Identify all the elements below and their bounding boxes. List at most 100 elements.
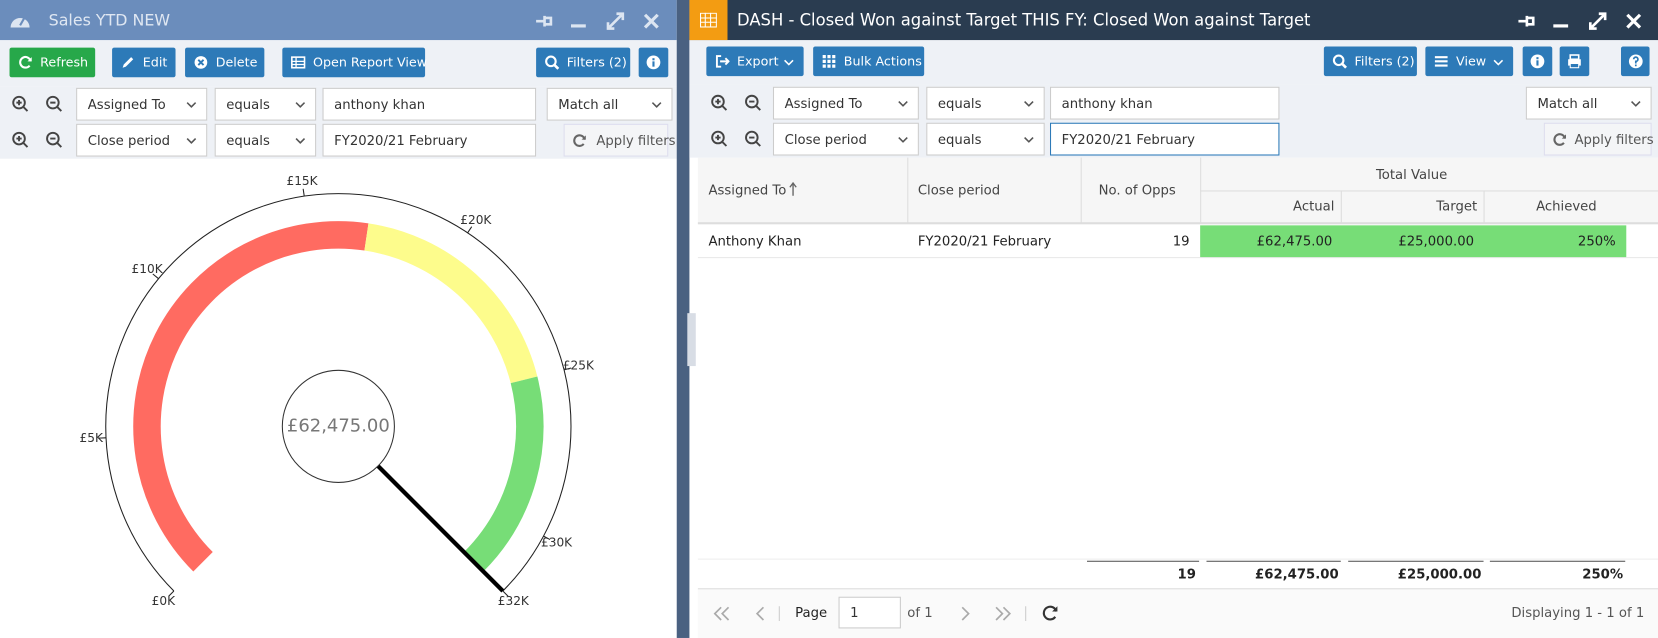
- total-line: [1087, 560, 1200, 562]
- value-input[interactable]: FY2020/21 February: [1049, 122, 1280, 156]
- total-line: [1489, 560, 1626, 562]
- select-text: Assigned To: [87, 96, 166, 113]
- window-controls[interactable]: [534, 12, 661, 31]
- select-text: equals: [226, 132, 270, 149]
- select-text: Assigned To: [784, 95, 863, 112]
- zoom-icons[interactable]: [711, 94, 764, 149]
- filters-button[interactable]: Filters (2): [536, 47, 631, 78]
- select-text: Match all: [558, 96, 619, 113]
- column-header[interactable]: Close period: [917, 181, 1001, 198]
- icon-part: [755, 606, 765, 621]
- tick-label: £20K: [460, 213, 492, 227]
- field-select[interactable]: Close period: [76, 123, 208, 157]
- icon-part: [16, 99, 29, 112]
- icon-part: [995, 606, 1012, 621]
- operator-select[interactable]: equals: [214, 87, 317, 121]
- pager-icons[interactable]: [713, 604, 1062, 623]
- info-button[interactable]: [638, 47, 669, 78]
- icon-part: [1569, 54, 1580, 61]
- icon-part: [197, 59, 205, 66]
- icon-part: [745, 94, 759, 109]
- total: 250%: [1582, 566, 1624, 582]
- right-title: DASH - Closed Won against Target THIS FY…: [737, 10, 1311, 30]
- operator-select[interactable]: equals: [214, 123, 317, 157]
- info-button[interactable]: [1522, 46, 1553, 77]
- icon-part: [699, 12, 717, 28]
- icon-part: [19, 55, 32, 69]
- value-input[interactable]: anthony khan: [1049, 86, 1280, 120]
- page-label: Page: [795, 604, 828, 620]
- icon-part: [1518, 15, 1535, 27]
- icon-part: [19, 17, 26, 26]
- match-select[interactable]: Match all: [1525, 86, 1652, 120]
- icon-part: [573, 134, 586, 147]
- cell: FY2020/21 February: [917, 232, 1052, 249]
- icon-part: [295, 102, 306, 108]
- column-header[interactable]: Target: [1436, 197, 1478, 214]
- filters-button[interactable]: Filters (2): [1323, 46, 1417, 77]
- column-header[interactable]: No. of Opps: [1098, 181, 1176, 198]
- splitter-handle[interactable]: [687, 313, 696, 367]
- icon-part: [1628, 54, 1643, 69]
- icon-part: [715, 55, 730, 68]
- right-title-bar: DASH - Closed Won against Target THIS FY…: [689, 0, 1658, 41]
- window-controls[interactable]: [1516, 12, 1643, 31]
- column-header[interactable]: Actual: [1293, 197, 1335, 214]
- icon-part: [1553, 133, 1566, 146]
- match-select[interactable]: Match all: [546, 87, 673, 121]
- tick-mark: [502, 590, 509, 597]
- icon-part: [1536, 60, 1539, 66]
- icon-part: [778, 606, 1027, 622]
- column-header[interactable]: Assigned To: [708, 181, 787, 198]
- open-report-view-button[interactable]: Open Report View: [282, 47, 427, 78]
- button-label: View: [1456, 53, 1487, 69]
- zoom-icons[interactable]: [12, 95, 65, 150]
- delete-button[interactable]: Delete: [185, 47, 265, 78]
- select-text: equals: [226, 96, 270, 113]
- needle-at-limit: [376, 464, 505, 593]
- operator-select[interactable]: equals: [926, 122, 1045, 156]
- bulk-actions-button[interactable]: Bulk Actions: [813, 46, 925, 77]
- button-label: Edit: [142, 55, 168, 70]
- total: 19: [1177, 566, 1196, 582]
- icon-part: [822, 55, 836, 68]
- icon-part: [715, 98, 728, 111]
- view-button[interactable]: View: [1425, 46, 1514, 77]
- column-header[interactable]: Achieved: [1536, 197, 1597, 214]
- value-input[interactable]: FY2020/21 February: [322, 123, 537, 157]
- col-divider: [1080, 157, 1082, 224]
- icon-part: [699, 12, 717, 28]
- operator-select[interactable]: equals: [926, 86, 1045, 120]
- table-row[interactable]: [697, 225, 1658, 259]
- export-button[interactable]: Export: [706, 46, 804, 77]
- value-input[interactable]: anthony khan: [322, 87, 537, 121]
- button-label: Filters (2): [1354, 53, 1415, 69]
- icon-part: [1631, 101, 1641, 107]
- icon-part: [194, 56, 208, 69]
- help-button[interactable]: [1620, 46, 1650, 77]
- tick-mark: [302, 188, 305, 197]
- field-select[interactable]: Close period: [772, 122, 919, 156]
- col-divider: [1483, 190, 1485, 224]
- icon-part: [50, 101, 63, 112]
- icon-part: [1589, 12, 1607, 30]
- select-text: equals: [937, 131, 982, 148]
- icon-part: [898, 136, 908, 143]
- icon-part: [1052, 606, 1058, 612]
- page-input[interactable]: 1: [838, 596, 901, 629]
- input-text: anthony khan: [1061, 95, 1153, 112]
- icon-part: [606, 12, 625, 30]
- total-line: [1348, 560, 1484, 562]
- apply-filters-button[interactable]: Apply filters: [1543, 122, 1654, 156]
- splitter[interactable]: [676, 0, 690, 638]
- input-text: anthony khan: [334, 96, 426, 113]
- sort-icon[interactable]: [789, 181, 797, 197]
- print-button[interactable]: [1559, 46, 1590, 77]
- refresh-button[interactable]: Refresh: [9, 47, 96, 78]
- field-select[interactable]: Assigned To: [772, 86, 919, 120]
- edit-button[interactable]: Edit: [112, 47, 176, 78]
- field-select[interactable]: Assigned To: [76, 87, 208, 121]
- apply-filters-button[interactable]: Apply filters: [563, 123, 676, 157]
- icon-part: [961, 606, 970, 621]
